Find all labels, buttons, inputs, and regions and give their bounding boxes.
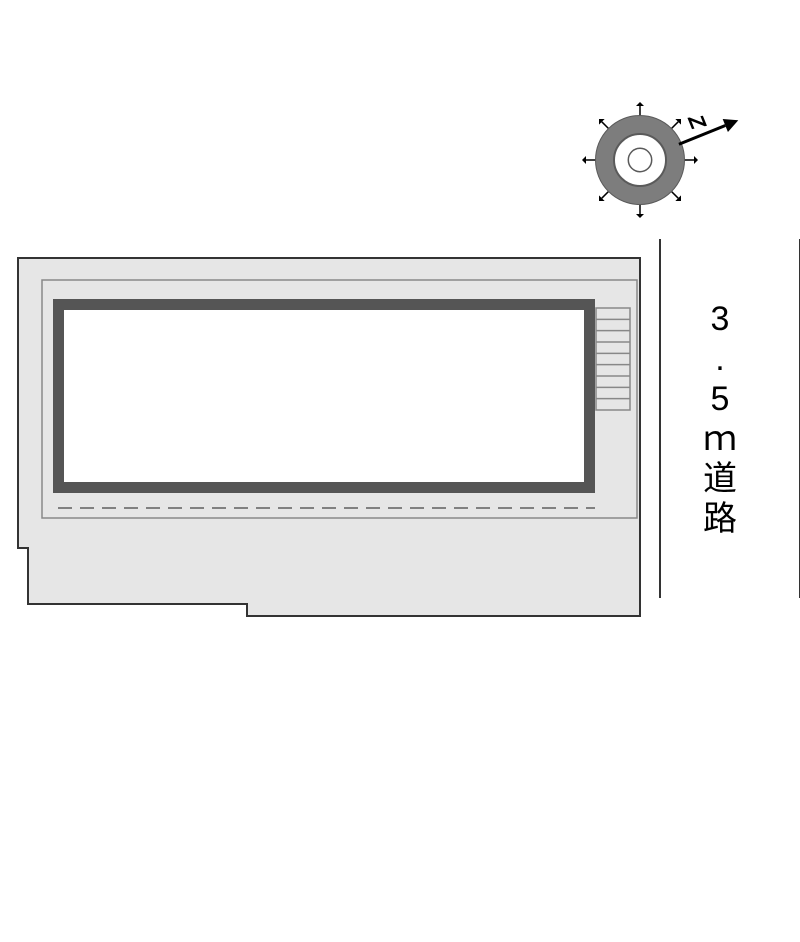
site-plan-svg: Z 3.5ｍ道路 (0, 0, 800, 942)
road-width-label: 3.5ｍ道路 (703, 300, 737, 538)
svg-text:5: 5 (711, 380, 730, 418)
svg-text:道: 道 (703, 460, 737, 498)
site-plan-canvas: Z 3.5ｍ道路 (0, 0, 800, 942)
svg-text:.: . (715, 340, 724, 378)
svg-text:Z: Z (683, 110, 712, 134)
building (54, 300, 594, 492)
svg-text:ｍ: ｍ (703, 420, 737, 458)
external-staircase (596, 308, 630, 410)
svg-text:路: 路 (703, 500, 737, 538)
svg-text:3: 3 (711, 300, 730, 338)
compass-icon: Z (582, 102, 738, 218)
